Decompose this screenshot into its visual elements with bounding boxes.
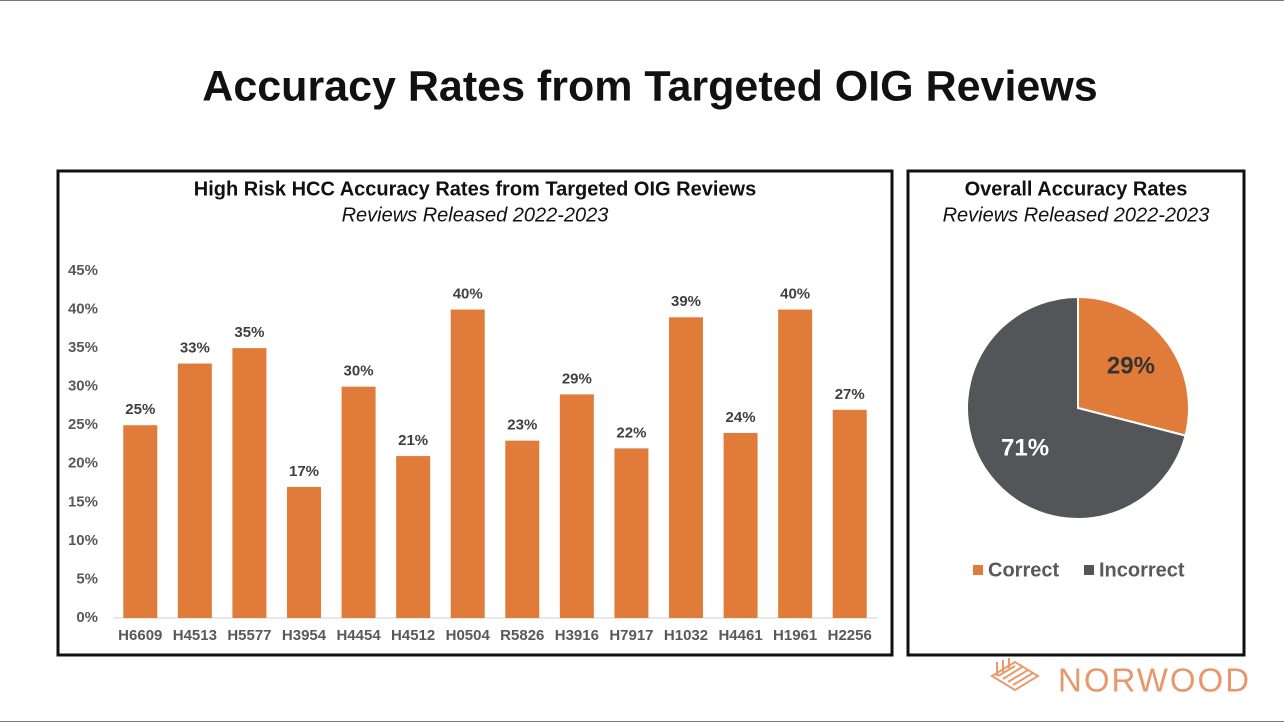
chart-subtitle: Reviews Released 2022-2023 bbox=[342, 204, 609, 226]
bar bbox=[614, 448, 649, 618]
value-label: 71% bbox=[1001, 434, 1049, 461]
slide-title: Accuracy Rates from Targeted OIG Reviews bbox=[202, 62, 1097, 110]
x-tick-label: H4461 bbox=[718, 627, 762, 644]
logo-icon bbox=[990, 658, 1040, 692]
value-label: 17% bbox=[289, 463, 319, 480]
x-tick-label: H4512 bbox=[391, 627, 435, 644]
bar bbox=[287, 486, 321, 618]
value-label: 33% bbox=[180, 340, 210, 357]
bar bbox=[396, 456, 431, 618]
value-label: 21% bbox=[398, 432, 428, 449]
bar bbox=[450, 309, 485, 618]
bar bbox=[669, 317, 703, 618]
value-label: 39% bbox=[671, 293, 701, 310]
y-tick-label: 10% bbox=[68, 532, 98, 549]
x-tick-label: H4454 bbox=[336, 627, 381, 644]
value-label: 23% bbox=[507, 417, 537, 434]
legend-swatch bbox=[973, 565, 983, 575]
bar bbox=[559, 394, 594, 618]
x-tick-label: R5826 bbox=[500, 627, 544, 644]
y-tick-label: 35% bbox=[68, 339, 98, 356]
x-tick-label: H7917 bbox=[609, 627, 653, 644]
x-tick-label: H0504 bbox=[446, 627, 491, 644]
x-tick-label: H4513 bbox=[173, 627, 217, 644]
x-tick-label: H5577 bbox=[227, 627, 271, 644]
x-tick-label: H2256 bbox=[828, 627, 872, 644]
y-tick-label: 40% bbox=[68, 301, 98, 318]
value-label: 40% bbox=[453, 286, 483, 303]
logo-text: NORWOOD bbox=[1058, 662, 1251, 699]
pie-slice bbox=[1077, 295, 1190, 437]
bar bbox=[723, 432, 758, 618]
bar bbox=[177, 363, 212, 618]
y-tick-label: 20% bbox=[68, 455, 98, 472]
bar bbox=[123, 425, 158, 618]
value-label: 35% bbox=[234, 324, 264, 341]
value-label: 40% bbox=[780, 286, 810, 303]
value-label: 22% bbox=[616, 424, 646, 441]
legend-label: Incorrect bbox=[1099, 559, 1185, 581]
x-tick-label: H3916 bbox=[555, 627, 599, 644]
x-tick-label: H1961 bbox=[773, 627, 817, 644]
y-tick-label: 45% bbox=[68, 262, 98, 279]
legend-label: Correct bbox=[988, 559, 1059, 581]
y-tick-label: 15% bbox=[68, 493, 98, 510]
bar bbox=[778, 309, 813, 618]
x-tick-label: H6609 bbox=[118, 627, 162, 644]
bar bbox=[232, 348, 267, 618]
value-label: 24% bbox=[726, 409, 756, 426]
y-tick-label: 0% bbox=[76, 609, 98, 626]
legend-swatch bbox=[1084, 565, 1094, 575]
bar bbox=[341, 386, 376, 618]
value-label: 29% bbox=[1107, 352, 1155, 379]
y-tick-label: 5% bbox=[76, 570, 98, 587]
chart-subtitle: Reviews Released 2022-2023 bbox=[943, 204, 1210, 226]
value-label: 29% bbox=[562, 370, 592, 387]
chart-title: Overall Accuracy Rates bbox=[965, 178, 1188, 200]
pie-slice bbox=[965, 295, 1187, 520]
chart-title: High Risk HCC Accuracy Rates from Target… bbox=[194, 178, 756, 200]
value-label: 27% bbox=[835, 386, 865, 403]
value-label: 30% bbox=[344, 363, 374, 380]
y-tick-label: 25% bbox=[68, 416, 98, 433]
bar bbox=[832, 409, 867, 618]
bar bbox=[505, 440, 540, 618]
x-tick-label: H1032 bbox=[664, 627, 708, 644]
x-tick-label: H3954 bbox=[282, 627, 327, 644]
y-tick-label: 30% bbox=[68, 378, 98, 395]
value-label: 25% bbox=[125, 401, 155, 418]
